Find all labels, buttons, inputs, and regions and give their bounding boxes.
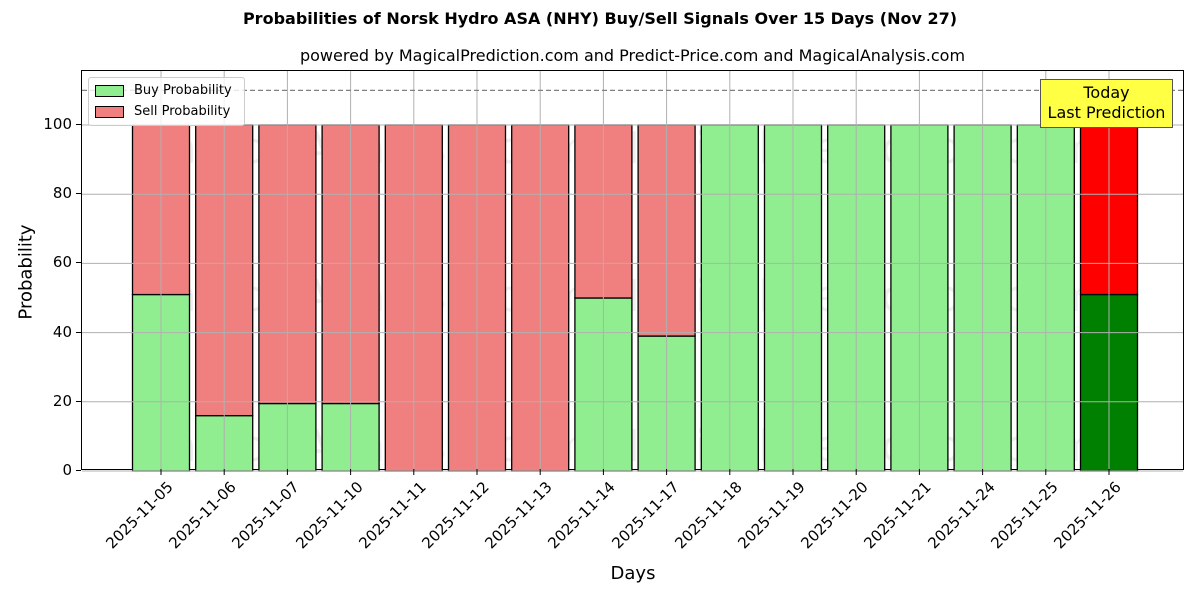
x-tick-label: 2025-11-06 <box>165 478 240 553</box>
x-tick-label: 2025-11-19 <box>734 478 809 553</box>
legend: Buy Probability Sell Probability <box>88 77 245 126</box>
y-axis-label: Probability <box>15 224 37 320</box>
x-tick-label: 2025-11-26 <box>1050 478 1125 553</box>
y-tick-mark <box>76 400 81 402</box>
x-tick-label: 2025-11-18 <box>671 478 746 553</box>
x-tick-label: 2025-11-17 <box>607 478 683 553</box>
x-tick-label: 2025-11-05 <box>102 478 177 553</box>
annotation-line2: Last Prediction <box>1047 103 1166 122</box>
x-tick-label: 2025-11-13 <box>481 478 556 553</box>
y-tick-mark <box>76 124 81 125</box>
y-tick-mark <box>76 470 81 471</box>
legend-sell-label: Sell Probability <box>134 104 231 119</box>
today-annotation: Today Last Prediction <box>1040 79 1173 128</box>
y-tick-label: 0 <box>62 461 72 479</box>
x-tick-label: 2025-11-25 <box>987 478 1062 553</box>
y-tick-label: 20 <box>52 391 72 410</box>
annotation-line1: Today <box>1083 83 1130 102</box>
plot-area: MagicalAnalysis.comMagicalPrediction.com… <box>81 70 1184 475</box>
x-tick-label: 2025-11-12 <box>418 478 493 553</box>
legend-buy-label: Buy Probability <box>134 83 232 98</box>
x-tick-label: 2025-11-20 <box>797 478 872 553</box>
legend-item-buy: Buy Probability <box>95 83 232 98</box>
y-tick-label: 80 <box>52 184 72 203</box>
bars-svg: MagicalAnalysis.comMagicalPrediction.com… <box>82 71 1183 475</box>
chart-title: Probabilities of Norsk Hydro ASA (NHY) B… <box>242 9 958 28</box>
y-tick-mark <box>76 262 81 264</box>
x-tick-label: 2025-11-07 <box>228 478 304 553</box>
x-tick-label: 2025-11-21 <box>860 478 936 553</box>
x-axis-label: Days <box>610 563 656 584</box>
x-tick-label: 2025-11-10 <box>291 478 367 553</box>
y-tick-mark <box>76 193 81 195</box>
x-tick-label: 2025-11-24 <box>923 478 999 553</box>
x-tick-label: 2025-11-14 <box>544 478 620 553</box>
y-tick-label: 40 <box>52 322 72 341</box>
x-tick-label: 2025-11-11 <box>355 478 430 553</box>
y-tick-label: 100 <box>43 115 72 133</box>
buy-swatch-icon <box>95 84 124 97</box>
y-tick-label: 60 <box>52 253 72 272</box>
legend-item-sell: Sell Probability <box>95 104 230 119</box>
sell-swatch-icon <box>95 105 124 118</box>
chart-subtitle: powered by MagicalPrediction.com and Pre… <box>299 46 966 65</box>
y-tick-mark <box>76 331 81 333</box>
